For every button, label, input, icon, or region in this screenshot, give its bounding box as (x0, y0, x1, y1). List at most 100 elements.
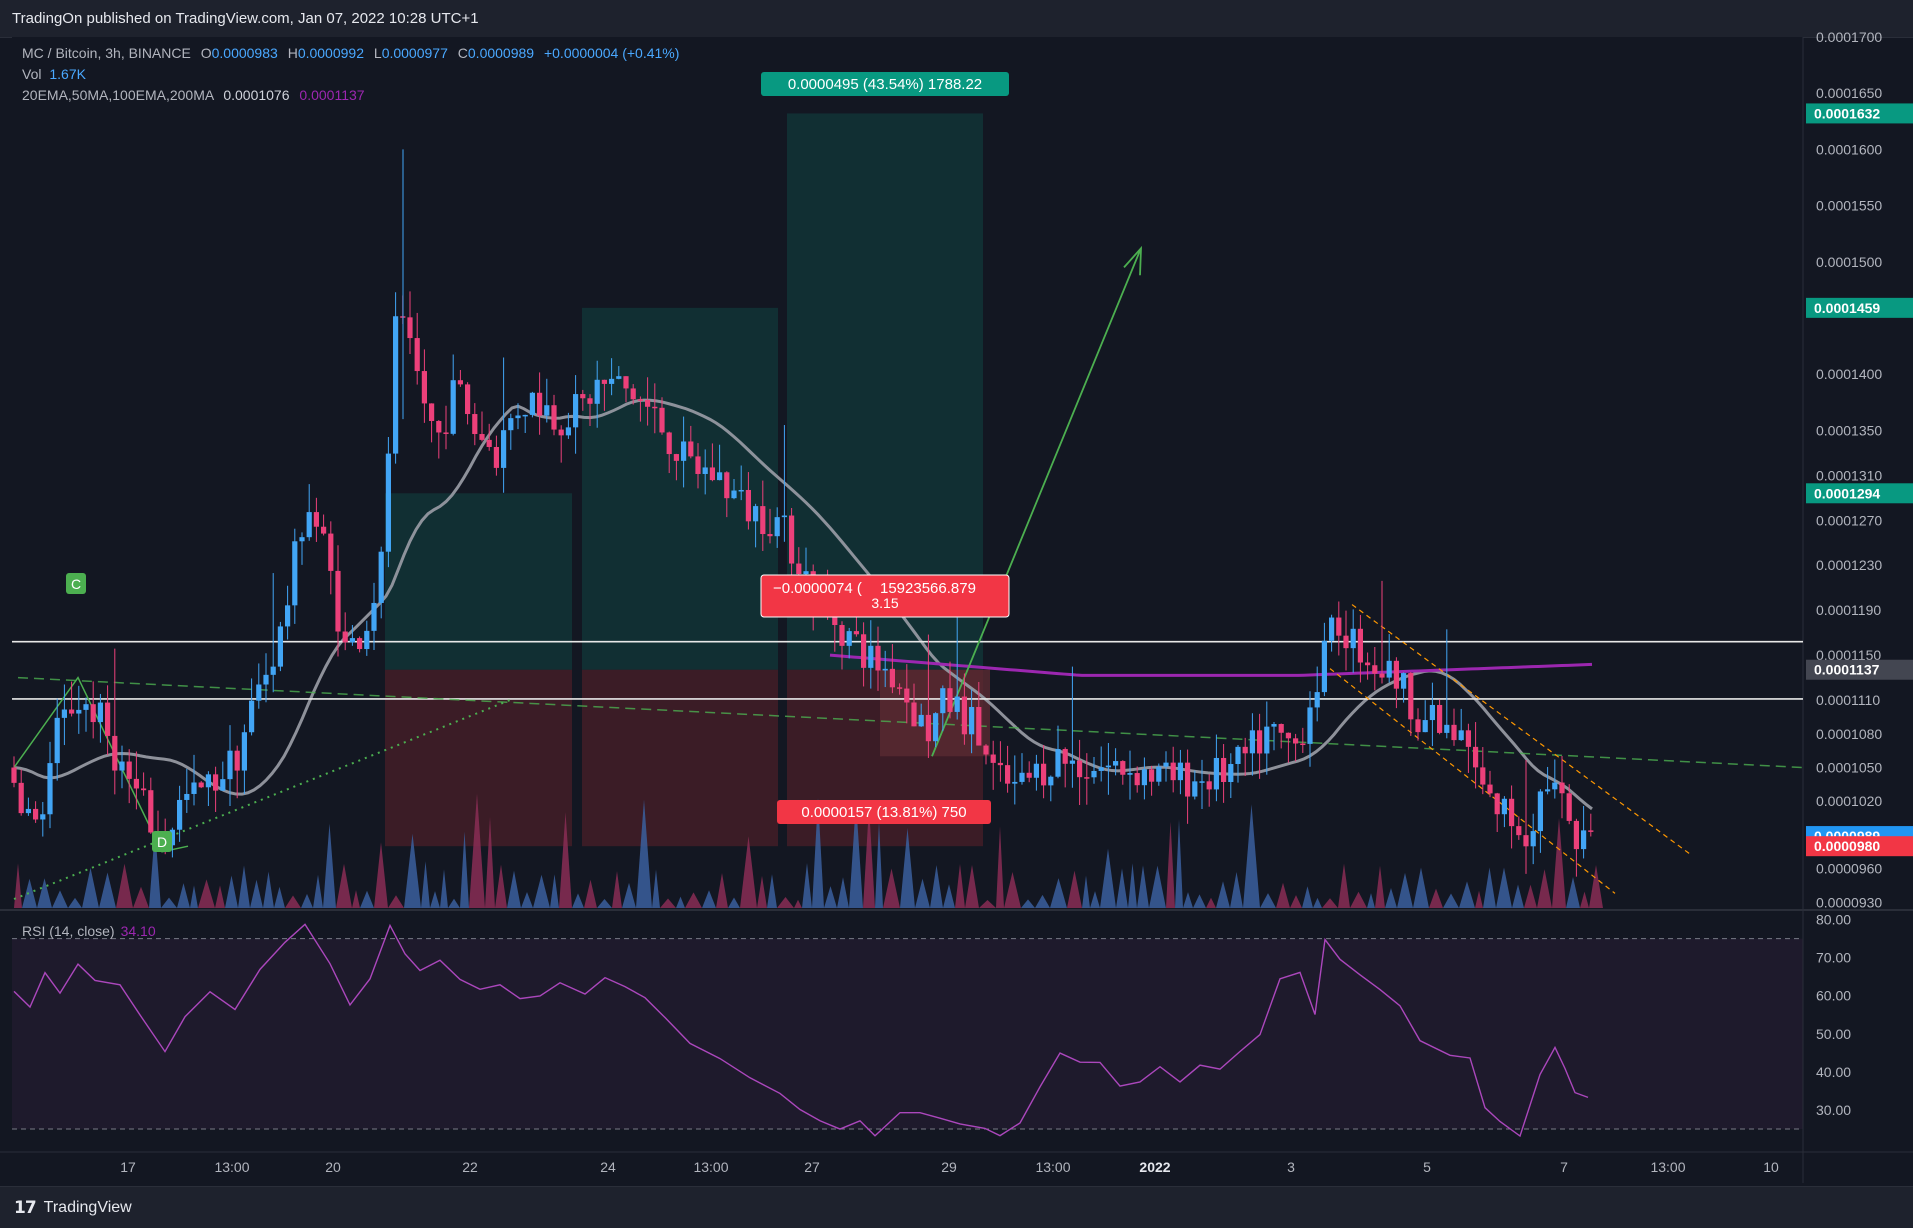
volume-label[interactable]: Vol (22, 66, 42, 82)
candle-body (90, 704, 96, 723)
candle-body (1321, 640, 1327, 693)
rsi-label[interactable]: RSI (14, close) (22, 923, 115, 939)
price-axis-label: 0.0001310 (1816, 467, 1882, 483)
volume-area (1350, 891, 1367, 908)
time-axis-label: 5 (1423, 1159, 1431, 1175)
candle-body (961, 696, 967, 735)
volume-area (1475, 890, 1483, 908)
candle-body (1501, 798, 1507, 815)
candle-body (1206, 781, 1212, 790)
candle-body (702, 467, 708, 474)
time-axis-label: 20 (325, 1159, 341, 1175)
tradingview-logo[interactable]: 17 TradingView (14, 1198, 132, 1218)
candle-body (666, 432, 672, 455)
volume-area (1290, 895, 1302, 908)
candle-body (731, 490, 737, 499)
candle-body (1228, 763, 1234, 783)
volume-area (965, 864, 979, 908)
candle-body (335, 570, 341, 632)
volume-area (883, 868, 900, 908)
candle-body (169, 829, 175, 846)
volume-area (495, 864, 507, 908)
candle-body (1264, 726, 1270, 754)
volume-area (285, 895, 301, 908)
candle-body (868, 645, 874, 668)
projection-arrowhead (1123, 245, 1142, 276)
candle-body (501, 430, 507, 468)
volume-area (485, 816, 495, 908)
volume-area (263, 871, 274, 908)
volume-area (757, 875, 767, 908)
candle-body (465, 384, 471, 415)
volume-area (849, 801, 863, 908)
candle-body (1156, 766, 1162, 782)
volume-area (274, 886, 285, 908)
candle-body (1480, 767, 1486, 785)
candle-body (119, 761, 125, 771)
candle-body (1005, 765, 1011, 784)
candle-body (1552, 782, 1558, 790)
volume-area (421, 861, 430, 908)
candle-body (1350, 628, 1356, 649)
ma-gray-line (13, 398, 1593, 811)
candle-body (1566, 793, 1572, 821)
symbol-label[interactable]: MC / Bitcoin, 3h, BINANCE (22, 45, 191, 61)
volume-area (1552, 818, 1566, 908)
candle-body (846, 631, 852, 646)
candle-body (544, 405, 550, 416)
candle-body (184, 793, 190, 800)
candle-body (947, 688, 953, 712)
volume-area (1216, 881, 1230, 908)
position-profit-zone (385, 493, 572, 670)
candle-body (249, 700, 255, 733)
price-axis-label: 0.0000930 (1816, 894, 1882, 910)
candle-body (925, 714, 931, 742)
wave-d-marker: D (157, 834, 167, 850)
candle-body (1077, 760, 1083, 778)
volume-area (238, 865, 250, 908)
volume-area (360, 890, 374, 908)
candle-body (357, 638, 363, 650)
candle-body (1213, 757, 1219, 790)
candle-body (479, 434, 485, 440)
candle-body (1192, 781, 1198, 797)
candle-body (69, 709, 75, 714)
candle-body (1458, 730, 1464, 741)
candle-body (897, 687, 903, 689)
volume-area (1397, 872, 1413, 908)
candle-body (241, 732, 247, 771)
candle-body (1343, 635, 1349, 649)
candle-body (1516, 826, 1522, 836)
volume-area (37, 878, 52, 908)
time-axis-label: 10 (1763, 1159, 1779, 1175)
ma-label[interactable]: 20EMA,50MA,100EMA,200MA (22, 87, 214, 103)
volume-area (1183, 892, 1193, 908)
candle-body (529, 392, 535, 415)
candle-body (594, 379, 600, 404)
tradingview-logo-icon: 17 (14, 1198, 37, 1218)
candle-body (270, 666, 276, 675)
candle-body (630, 388, 636, 400)
price-axis-label: 0.0001600 (1816, 141, 1882, 157)
candle-body (954, 696, 960, 712)
candle-body (321, 526, 327, 534)
candle-body (1537, 791, 1543, 832)
volume-area (1302, 886, 1313, 908)
volume-area (1429, 888, 1443, 908)
price-tag: 0.0001632 (1814, 105, 1880, 121)
candle-body (141, 788, 147, 791)
price-axis-label: 0.0001020 (1816, 793, 1882, 809)
candle-body (1185, 762, 1191, 797)
candle-body (1127, 773, 1133, 775)
candle-body (745, 489, 751, 522)
close-label: C (457, 45, 468, 61)
candle-body (1285, 732, 1291, 739)
candle-body (493, 446, 499, 468)
candle-body (1084, 777, 1090, 779)
candle-body (486, 439, 492, 447)
volume-area (99, 872, 116, 908)
volume-area (1537, 869, 1552, 908)
candle-body (54, 717, 60, 764)
high-value: 0.0000992 (297, 45, 364, 61)
